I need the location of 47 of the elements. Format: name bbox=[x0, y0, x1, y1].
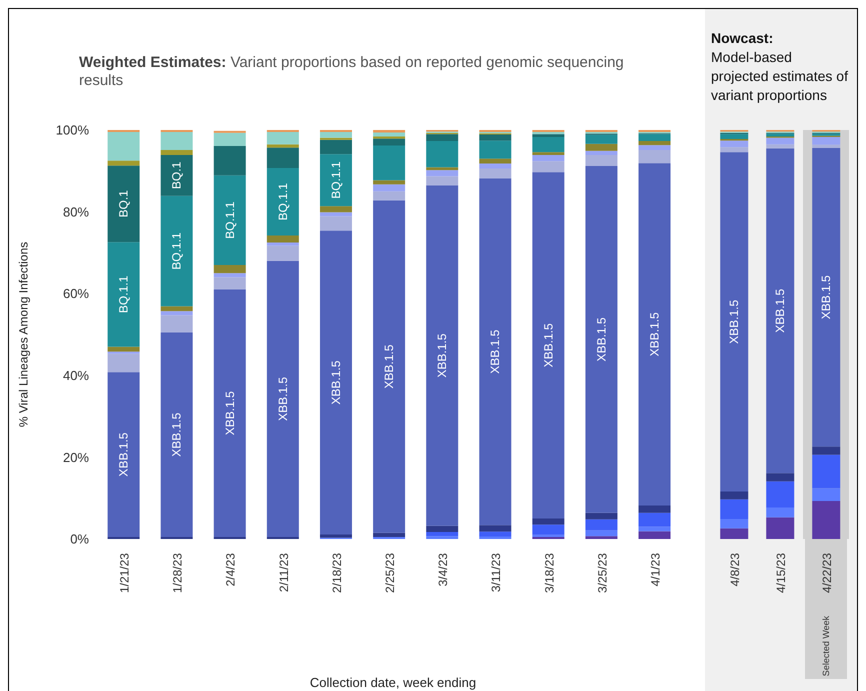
chart-subtitle: Model-based projected estimates of variant proportions bbox=[711, 49, 848, 103]
x-tick-label: 2/18/23 bbox=[330, 552, 344, 594]
y-tick-label: 0% bbox=[70, 532, 90, 547]
y-tick-label: 100% bbox=[56, 122, 90, 138]
x-tick-label: 1/21/23 bbox=[118, 552, 132, 594]
text: BQ.1.1 bbox=[222, 202, 237, 239]
text: BQ.1 bbox=[116, 190, 131, 218]
y-axis-title: % Viral Lineages Among Infections bbox=[16, 242, 30, 428]
x-axis-title: Collection date, week ending bbox=[308, 675, 478, 690]
series-label: XBB.1.5 bbox=[116, 432, 131, 477]
text: BQ.1.1 bbox=[116, 276, 131, 314]
x-tick-label: 3/4/23 bbox=[436, 552, 450, 586]
x-tick-label: 4/8/23 bbox=[728, 552, 742, 586]
chart-title: Weighted Estimates: bbox=[79, 54, 226, 71]
text: XBB.1.5 bbox=[170, 412, 184, 457]
x-tick-label: 3/18/23 bbox=[542, 552, 556, 594]
text: XBB.1.5 bbox=[222, 391, 237, 436]
text: XBB.1.5 bbox=[541, 323, 556, 368]
series-label: XBB.1.5 bbox=[727, 299, 742, 344]
y-tick-label: 40% bbox=[62, 368, 90, 384]
text: BQ.1.1 bbox=[170, 232, 184, 270]
x-tick-label: 4/22/23 bbox=[820, 552, 834, 594]
x-tick-label: 2/11/23 bbox=[276, 552, 291, 592]
x-tick-label: 2/4/23 bbox=[224, 552, 238, 586]
text: XBB.1.5 bbox=[594, 317, 608, 362]
x-tick-label: 4/15/23 bbox=[774, 552, 788, 594]
series-label: BQ.1 bbox=[170, 161, 184, 190]
text: XBB.1.5 bbox=[276, 376, 290, 421]
x-tick-label: 2/25/23 bbox=[383, 552, 397, 594]
text: XBB.1.5 bbox=[435, 334, 450, 378]
y-tick-label: 80% bbox=[62, 204, 90, 220]
x-tick-label: 4/1/23 bbox=[648, 552, 662, 586]
x-tick-label: 3/11/23 bbox=[489, 552, 504, 592]
y-tick-label: 60% bbox=[62, 286, 90, 302]
x-tick-label: 3/25/23 bbox=[595, 552, 610, 594]
text: Selected Week bbox=[821, 615, 831, 676]
text: BQ.1.1 bbox=[276, 183, 290, 220]
text: XBB.1.5 bbox=[648, 312, 662, 356]
chart-title: Nowcast: bbox=[711, 30, 774, 46]
text: XBB.1.5 bbox=[382, 344, 396, 389]
series-label: BQ.1.1 bbox=[328, 161, 343, 199]
text: XBB.1.5 bbox=[819, 275, 834, 320]
x-tick-label: 1/28/23 bbox=[170, 552, 185, 594]
text: XBB.1.5 bbox=[773, 288, 788, 333]
text: XBB.1.5 bbox=[328, 360, 343, 405]
y-tick-label: 20% bbox=[62, 450, 90, 465]
text: XBB.1.5 bbox=[488, 330, 502, 374]
